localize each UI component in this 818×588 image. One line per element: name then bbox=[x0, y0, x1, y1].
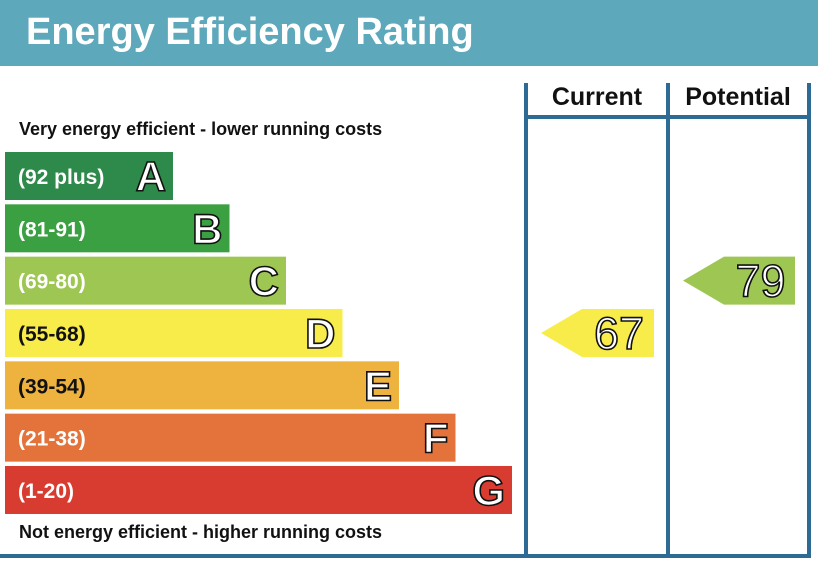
potential-rating-value: 79 bbox=[735, 256, 785, 307]
band-bar-a bbox=[5, 152, 173, 200]
band-range-b: (81-91) bbox=[18, 218, 86, 241]
header-bar: Energy Efficiency Rating bbox=[0, 0, 818, 66]
band-letter-b: B bbox=[192, 205, 222, 252]
band-letter-g: G bbox=[472, 467, 505, 514]
band-range-a: (92 plus) bbox=[18, 166, 104, 189]
current-rating-arrow bbox=[541, 308, 654, 357]
band-bar-e bbox=[5, 361, 399, 410]
band-bar-c bbox=[5, 256, 286, 305]
band-g: (1-20) G bbox=[5, 465, 512, 515]
potential-rating-marker: 79 bbox=[683, 255, 795, 307]
current-rating-value: 67 bbox=[594, 308, 644, 359]
band-a: (92 plus) A bbox=[5, 152, 173, 201]
band-letter-e: E bbox=[364, 362, 392, 409]
markers-layer: 67 79 bbox=[541, 255, 795, 360]
bands-layer: (92 plus) A(81-91) B(69-80) C(55-68) D(39-54… bbox=[5, 152, 512, 515]
band-c: (69-80) C bbox=[5, 256, 286, 305]
column-header-potential: Potential bbox=[685, 83, 791, 111]
band-range-e: (39-54) bbox=[18, 375, 86, 398]
band-bar-g bbox=[5, 465, 512, 514]
current-rating-marker: 67 bbox=[541, 307, 654, 360]
band-bar-b bbox=[5, 204, 230, 253]
band-range-d: (55-68) bbox=[18, 323, 86, 346]
chart-title: Energy Efficiency Rating bbox=[26, 11, 474, 53]
band-d: (55-68) D bbox=[5, 308, 343, 358]
band-f: (21-38) F bbox=[5, 413, 456, 462]
band-range-g: (1-20) bbox=[18, 480, 74, 503]
top-note: Very energy efficient - lower running co… bbox=[19, 119, 382, 139]
bottom-note: Not energy efficient - higher running co… bbox=[19, 522, 382, 542]
band-letter-d: D bbox=[305, 310, 335, 357]
band-b: (81-91) B bbox=[5, 204, 230, 253]
frame-layer: Current Potential Very energy efficient … bbox=[0, 83, 811, 558]
band-letter-a: A bbox=[136, 153, 166, 200]
band-letter-f: F bbox=[423, 415, 449, 462]
potential-rating-arrow bbox=[683, 256, 795, 305]
column-header-current: Current bbox=[552, 83, 643, 111]
band-e: (39-54) E bbox=[5, 361, 399, 410]
band-letter-c: C bbox=[249, 258, 279, 305]
band-range-f: (21-38) bbox=[18, 428, 86, 451]
band-bar-f bbox=[5, 413, 456, 462]
band-range-c: (69-80) bbox=[18, 271, 86, 294]
band-bar-d bbox=[5, 308, 343, 357]
